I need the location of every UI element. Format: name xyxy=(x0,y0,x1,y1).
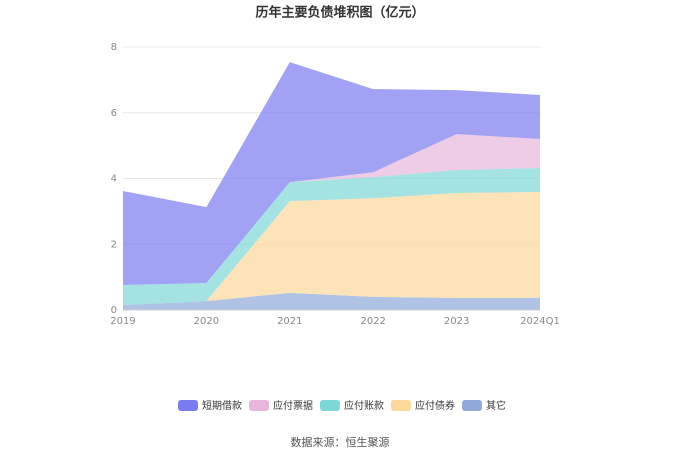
y-tick-label: 2 xyxy=(111,239,117,250)
legend-swatch xyxy=(320,400,340,411)
x-tick-label: 2024Q1 xyxy=(520,316,560,327)
x-tick-label: 2020 xyxy=(194,316,219,327)
legend-label: 应付票据 xyxy=(273,399,313,412)
source: 数据来源：恒生聚源 xyxy=(291,435,390,449)
chart-title: 历年主要负债堆积图（亿元） xyxy=(255,5,424,21)
x-tick-label: 2019 xyxy=(110,316,135,327)
area xyxy=(123,191,540,306)
x-tick-label: 2023 xyxy=(444,316,469,327)
y-tick-label: 8 xyxy=(111,42,117,53)
x-tick-label: 2022 xyxy=(360,316,385,327)
y-tick-label: 0 xyxy=(111,305,117,316)
legend-label: 短期借款 xyxy=(202,399,242,412)
area xyxy=(123,134,540,286)
area xyxy=(123,167,540,306)
legend-swatch xyxy=(249,400,269,411)
area xyxy=(123,292,540,310)
legend-swatch xyxy=(391,400,411,411)
legend-swatch xyxy=(178,400,198,411)
area xyxy=(123,62,540,286)
y-tick-label: 6 xyxy=(111,108,117,119)
legend-label: 其它 xyxy=(486,399,506,412)
x-tick-label: 2021 xyxy=(277,316,302,327)
legend-swatch xyxy=(462,400,482,411)
legend-label: 应付债券 xyxy=(415,399,455,412)
legend-label: 应付账款 xyxy=(344,399,384,412)
y-tick-label: 4 xyxy=(111,174,117,185)
